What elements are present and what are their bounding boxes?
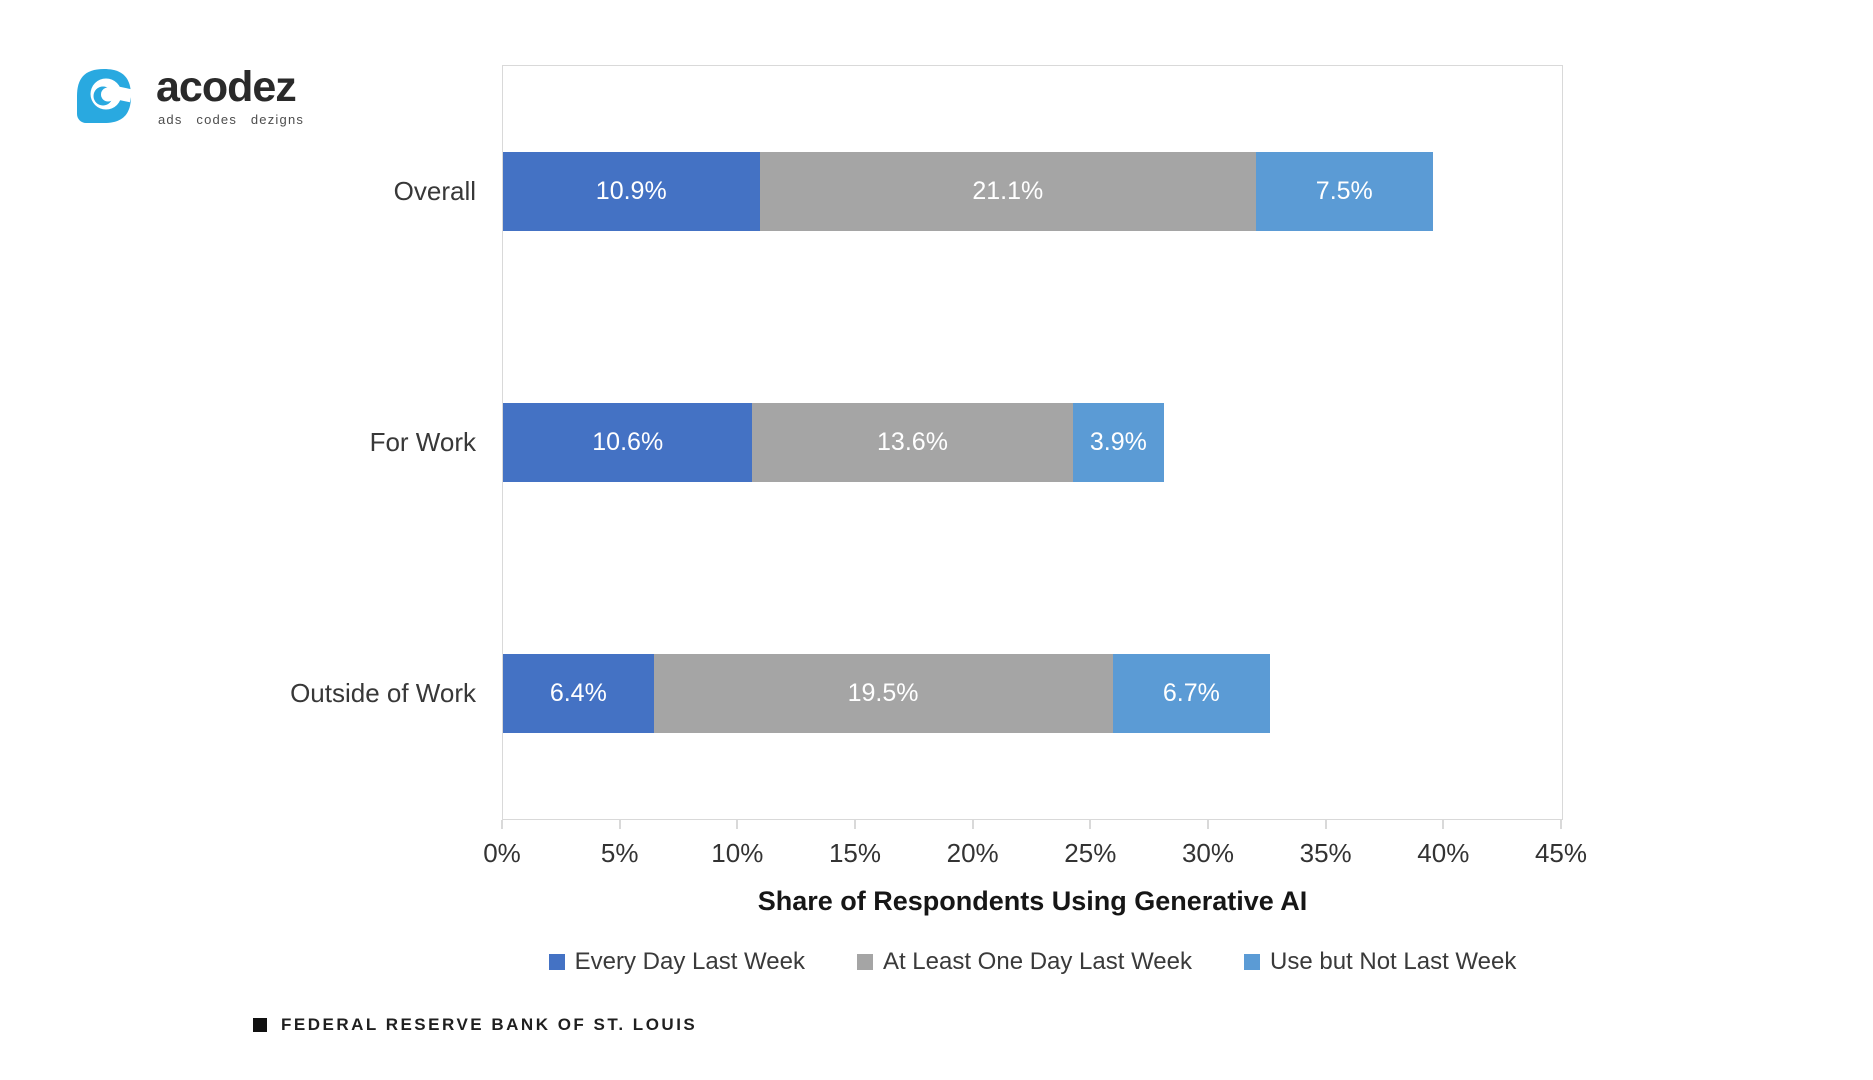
- bar-segment: 13.6%: [752, 403, 1073, 482]
- bar-segment: 10.9%: [503, 152, 760, 231]
- bar-segment: 3.9%: [1072, 403, 1165, 482]
- x-tick-mark: [1324, 820, 1327, 829]
- category-label: Overall: [393, 175, 476, 206]
- x-tick-label: 25%: [1064, 838, 1117, 868]
- bar-segment: 19.5%: [653, 654, 1113, 733]
- legend-item: At Least One Day Last Week: [856, 948, 1192, 976]
- bar-row: 6.4% 19.5% 6.7%: [503, 654, 1562, 733]
- x-tick-label: 5%: [600, 838, 639, 868]
- x-tick-label: 45%: [1534, 838, 1588, 868]
- x-tick-label: 30%: [1181, 838, 1235, 868]
- logo-tagline: ads codes dezigns: [158, 112, 305, 127]
- x-tick-mark: [971, 820, 974, 829]
- x-axis-title: Share of Respondents Using Generative AI: [757, 886, 1308, 916]
- source-label: FEDERAL RESERVE BANK OF ST. LOUIS: [281, 1015, 698, 1034]
- x-tick-mark: [501, 820, 503, 829]
- legend: Every Day Last Week At Least One Day Last…: [502, 948, 1563, 976]
- x-tick-label: 20%: [946, 838, 999, 868]
- category-label: Outside of Work: [290, 677, 476, 708]
- x-tick-mark: [618, 820, 621, 829]
- logo: acodez ads codes dezigns: [74, 64, 304, 128]
- x-tick-mark: [853, 820, 856, 829]
- legend-label: Use but Not Last Week: [1270, 948, 1517, 975]
- x-tick-label: 0%: [483, 838, 521, 868]
- legend-swatch-icon: [548, 954, 565, 970]
- x-tick-label: 40%: [1417, 838, 1470, 868]
- source-attribution: FEDERAL RESERVE BANK OF ST. LOUIS: [253, 1010, 697, 1040]
- logo-text: acodez ads codes dezigns: [156, 64, 304, 127]
- legend-label: Every Day Last Week: [574, 948, 805, 975]
- plot-area: 10.9% 21.1% 7.5% 10.6% 13.6% 3.9% 6.4% 19.5% 6.7…: [502, 65, 1563, 820]
- legend-label: At Least One Day Last Week: [882, 948, 1192, 975]
- bar-segment: 10.6%: [503, 403, 753, 482]
- x-tick-mark: [736, 820, 739, 829]
- x-tick-mark: [1089, 820, 1092, 829]
- legend-item: Every Day Last Week: [548, 948, 805, 976]
- bar-segment: 21.1%: [759, 152, 1257, 231]
- x-tick-mark: [1206, 820, 1209, 829]
- acodez-logo-icon: [77, 69, 133, 123]
- legend-item: Use but Not Last Week: [1244, 948, 1516, 976]
- x-tick-label: 10%: [711, 838, 764, 868]
- bar-segment: 6.7%: [1112, 654, 1271, 733]
- bar-segment: 7.5%: [1256, 152, 1433, 231]
- bar-segment: 6.4%: [503, 654, 654, 733]
- bar-row: 10.9% 21.1% 7.5%: [503, 152, 1562, 231]
- x-axis: 0% 5% 10% 15% 20% 25% 30% 35% 40% 45%: [483, 820, 1587, 890]
- x-tick-mark: [1560, 820, 1562, 829]
- x-tick-label: 15%: [828, 838, 882, 868]
- bar-row: 10.6% 13.6% 3.9%: [503, 403, 1562, 482]
- x-tick-mark: [1442, 820, 1445, 829]
- source-square-icon: [253, 1018, 267, 1032]
- legend-swatch-icon: [1244, 954, 1260, 970]
- legend-swatch-icon: [856, 954, 873, 970]
- logo-name: acodez: [156, 63, 297, 111]
- x-tick-label: 35%: [1299, 838, 1352, 868]
- category-label: For Work: [369, 426, 476, 457]
